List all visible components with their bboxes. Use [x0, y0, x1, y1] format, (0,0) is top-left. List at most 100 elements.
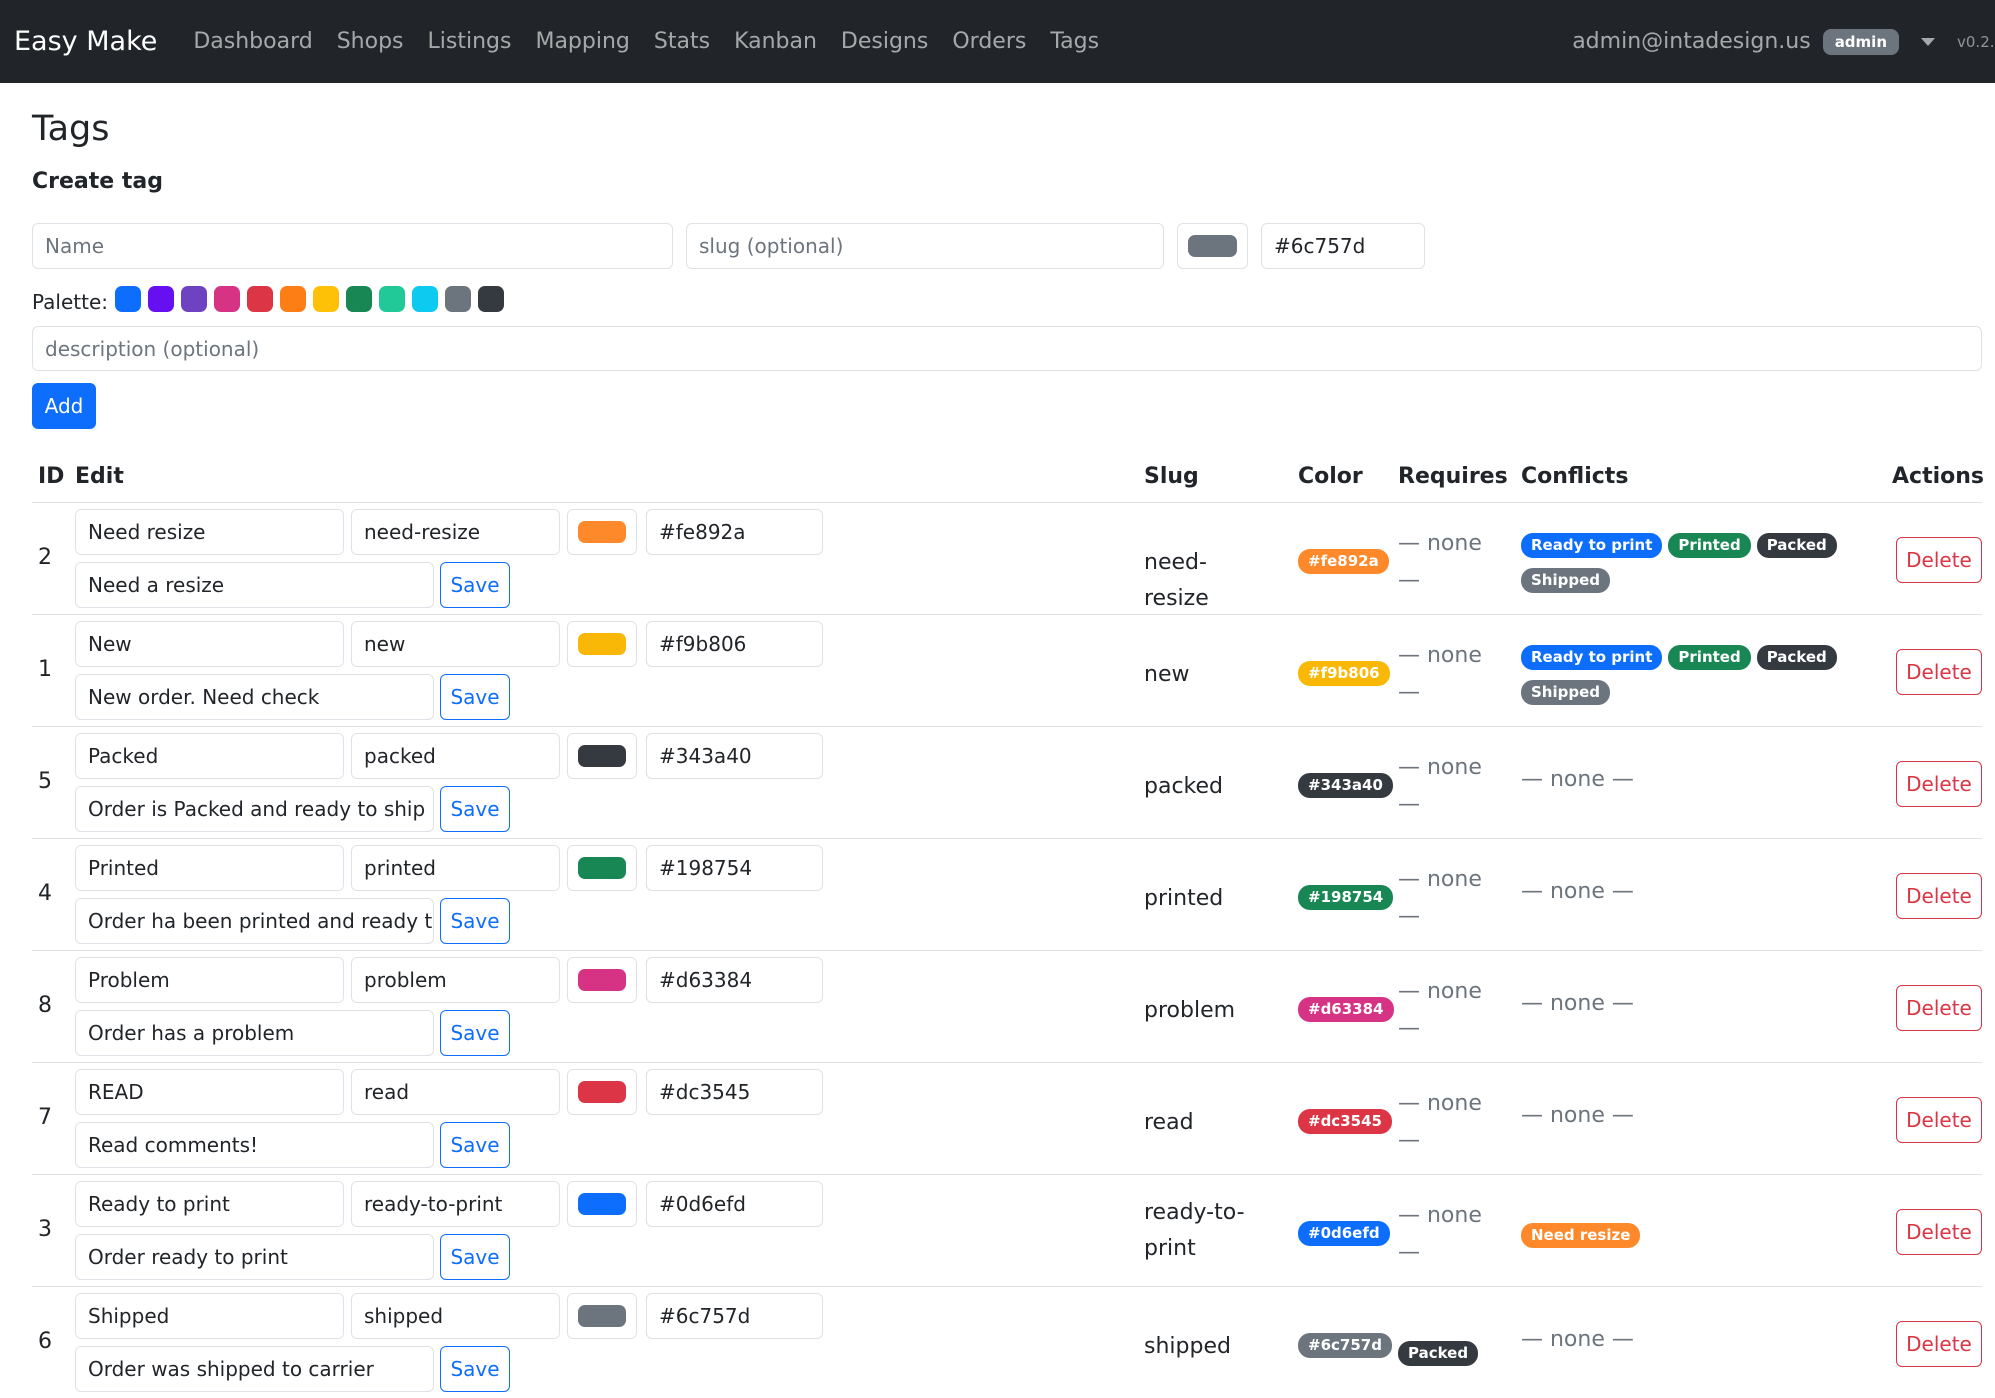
save-button[interactable]: Save: [440, 898, 510, 944]
save-button[interactable]: Save: [440, 786, 510, 832]
save-button[interactable]: Save: [440, 1122, 510, 1168]
nav-tags[interactable]: Tags: [1050, 29, 1100, 54]
tag-id: 2: [38, 545, 52, 570]
nav-listings[interactable]: Listings: [427, 29, 512, 54]
edit-hex-input[interactable]: #dc3545: [646, 1069, 823, 1115]
edit-color-picker[interactable]: [567, 621, 637, 667]
edit-hex-input[interactable]: #0d6efd: [646, 1181, 823, 1227]
save-button[interactable]: Save: [440, 562, 510, 608]
delete-button[interactable]: Delete: [1896, 537, 1982, 583]
brand[interactable]: Easy Make: [14, 26, 158, 57]
edit-name-input[interactable]: Problem: [75, 957, 344, 1003]
nav-dashboard[interactable]: Dashboard: [193, 29, 313, 54]
delete-button[interactable]: Delete: [1896, 1097, 1982, 1143]
slug-input[interactable]: slug (optional): [686, 223, 1164, 269]
edit-hex-input[interactable]: #d63384: [646, 957, 823, 1003]
nav-kanban[interactable]: Kanban: [734, 29, 817, 54]
edit-color-picker[interactable]: [567, 509, 637, 555]
edit-description-input[interactable]: Order ready to print: [75, 1234, 434, 1280]
edit-hex-input[interactable]: #fe892a: [646, 509, 823, 555]
edit-description-input[interactable]: Need a resize: [75, 562, 434, 608]
description-input[interactable]: description (optional): [32, 326, 1982, 371]
palette-swatch[interactable]: [115, 286, 142, 312]
edit-name-input[interactable]: Packed: [75, 733, 344, 779]
edit-description-input[interactable]: Order is Packed and ready to ship: [75, 786, 434, 832]
palette-swatch[interactable]: [313, 286, 340, 312]
table-row: 2 Need resize need-resize #fe892a Need a…: [32, 502, 1982, 614]
nav-mapping[interactable]: Mapping: [535, 29, 630, 54]
edit-hex-input[interactable]: #f9b806: [646, 621, 823, 667]
color-badge: #fe892a: [1298, 549, 1389, 574]
edit-name-input[interactable]: READ: [75, 1069, 344, 1115]
edit-slug-input[interactable]: read: [351, 1069, 560, 1115]
edit-hex-input[interactable]: #198754: [646, 845, 823, 891]
edit-slug-input[interactable]: new: [351, 621, 560, 667]
delete-button[interactable]: Delete: [1896, 761, 1982, 807]
tag-badge: Need resize: [1521, 1223, 1641, 1248]
add-button[interactable]: Add: [32, 383, 96, 429]
edit-slug-input[interactable]: problem: [351, 957, 560, 1003]
conflicts-cell: — none —: [1521, 879, 1851, 904]
edit-description-input[interactable]: Order has a problem: [75, 1010, 434, 1056]
edit-slug-input[interactable]: need-resize: [351, 509, 560, 555]
edit-slug-input[interactable]: packed: [351, 733, 560, 779]
edit-description-input[interactable]: Read comments!: [75, 1122, 434, 1168]
edit-color-picker[interactable]: [567, 733, 637, 779]
edit-slug-input[interactable]: printed: [351, 845, 560, 891]
save-button[interactable]: Save: [440, 1346, 510, 1392]
palette-swatch[interactable]: [181, 286, 208, 312]
nav-orders[interactable]: Orders: [952, 29, 1027, 54]
edit-name-input[interactable]: Ready to print: [75, 1181, 344, 1227]
palette-swatch[interactable]: [214, 286, 241, 312]
nav-shops[interactable]: Shops: [336, 29, 404, 54]
save-button[interactable]: Save: [440, 674, 510, 720]
palette-swatch[interactable]: [280, 286, 307, 312]
palette-swatch[interactable]: [445, 286, 472, 312]
edit-color-picker[interactable]: [567, 957, 637, 1003]
edit-name-input[interactable]: Shipped: [75, 1293, 344, 1339]
hex-input[interactable]: #6c757d: [1261, 223, 1425, 269]
edit-color-picker[interactable]: [567, 1293, 637, 1339]
save-button[interactable]: Save: [440, 1010, 510, 1056]
palette-swatch[interactable]: [247, 286, 274, 312]
color-picker[interactable]: [1177, 223, 1248, 269]
conflicts-cell: — none —: [1521, 767, 1851, 792]
edit-name-input[interactable]: New: [75, 621, 344, 667]
header-edit: Edit: [75, 464, 124, 489]
palette-swatch[interactable]: [148, 286, 175, 312]
edit-description-input[interactable]: New order. Need check: [75, 674, 434, 720]
chevron-down-icon[interactable]: [1921, 37, 1935, 46]
delete-button[interactable]: Delete: [1896, 873, 1982, 919]
delete-button[interactable]: Delete: [1896, 649, 1982, 695]
conflicts-cell: — none —: [1521, 1103, 1851, 1128]
name-input[interactable]: Name: [32, 223, 673, 269]
delete-button[interactable]: Delete: [1896, 1321, 1982, 1367]
edit-hex-input[interactable]: #6c757d: [646, 1293, 823, 1339]
requires-none: — none —: [1398, 755, 1482, 817]
palette-swatch[interactable]: [412, 286, 439, 312]
edit-description-input[interactable]: Order was shipped to carrier: [75, 1346, 434, 1392]
edit-color-picker[interactable]: [567, 845, 637, 891]
edit-name-input[interactable]: Printed: [75, 845, 344, 891]
nav-stats[interactable]: Stats: [653, 29, 711, 54]
edit-description-input[interactable]: Order ha been printed and ready to: [75, 898, 434, 944]
palette-swatch[interactable]: [379, 286, 406, 312]
delete-button[interactable]: Delete: [1896, 1209, 1982, 1255]
edit-hex-input[interactable]: #343a40: [646, 733, 823, 779]
delete-button[interactable]: Delete: [1896, 985, 1982, 1031]
palette-swatch[interactable]: [478, 286, 505, 312]
role-badge: admin: [1822, 28, 1899, 55]
user-email[interactable]: admin@intadesign.us: [1572, 29, 1811, 54]
edit-name-input[interactable]: Need resize: [75, 509, 344, 555]
tag-slug: read: [1144, 1110, 1194, 1135]
palette-swatch[interactable]: [346, 286, 373, 312]
save-button[interactable]: Save: [440, 1234, 510, 1280]
edit-slug-input[interactable]: ready-to-print: [351, 1181, 560, 1227]
edit-color-picker[interactable]: [567, 1069, 637, 1115]
palette-label: Palette:: [32, 289, 109, 314]
edit-color-picker[interactable]: [567, 1181, 637, 1227]
table-row: 8 Problem problem #d63384 Order has a pr…: [32, 950, 1982, 1062]
nav-designs[interactable]: Designs: [840, 29, 929, 54]
edit-slug-input[interactable]: shipped: [351, 1293, 560, 1339]
table-row: 3 Ready to print ready-to-print #0d6efd …: [32, 1174, 1982, 1286]
